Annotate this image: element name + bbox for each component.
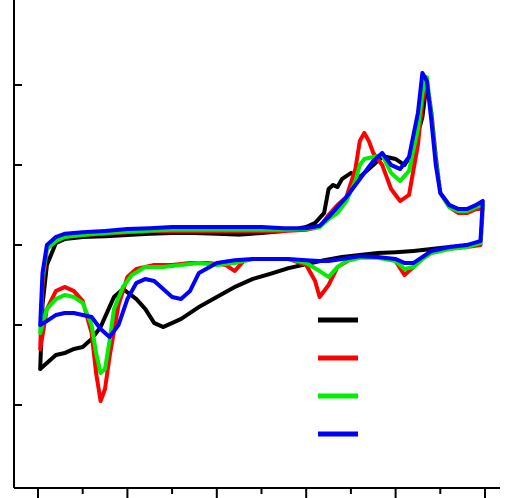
series-line-4 <box>38 71 485 339</box>
legend <box>318 317 358 437</box>
series-layer <box>38 71 485 403</box>
axes-layer <box>13 0 500 498</box>
